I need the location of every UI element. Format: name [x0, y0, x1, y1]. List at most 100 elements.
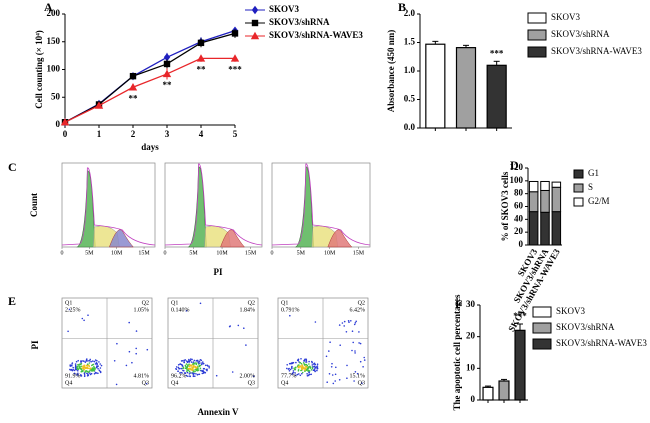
event-dot — [195, 373, 197, 375]
quadrant-events — [113, 342, 149, 386]
quadrant-value: 0.140% — [171, 307, 190, 313]
event-dot — [91, 364, 94, 366]
event-dot — [201, 362, 203, 364]
bar-segment — [540, 211, 550, 246]
event-dot — [86, 358, 88, 360]
quadrant-name: Q2 — [358, 300, 365, 306]
event-dot — [68, 308, 71, 311]
event-dot — [181, 365, 184, 367]
y-tick-label: 2.0 — [404, 8, 416, 18]
marker — [162, 69, 172, 78]
event-dot — [75, 360, 78, 363]
panel-letter: D — [510, 158, 519, 172]
event-dot — [332, 382, 335, 385]
panel-letter: B — [398, 0, 406, 14]
event-dot — [316, 365, 319, 367]
event-dot — [301, 371, 304, 374]
y-tick-label: 0 — [471, 394, 476, 404]
event-dot — [305, 358, 308, 361]
x-tick-label: 0 — [61, 250, 64, 256]
event-dot — [194, 369, 196, 371]
event-dot — [177, 366, 180, 369]
event-dot — [194, 362, 196, 364]
event-dot — [199, 302, 202, 305]
event-dot — [363, 359, 366, 361]
event-dot — [208, 365, 210, 368]
event-dot — [292, 361, 295, 364]
event-dot — [356, 372, 359, 375]
event-dot — [297, 370, 300, 372]
event-dot — [85, 370, 88, 372]
y-axis-label: The apoptotic cell percentages — [452, 294, 462, 411]
event-dot — [331, 362, 333, 365]
quadrant-events — [215, 344, 255, 378]
quadrant-events — [128, 321, 138, 332]
event-dot — [316, 366, 319, 369]
bar-segment — [551, 186, 562, 213]
event-dot — [229, 325, 231, 327]
event-dot — [192, 374, 195, 376]
legend-marker — [251, 5, 259, 15]
event-dot — [189, 375, 191, 378]
event-dot — [86, 372, 88, 375]
event-dot — [94, 359, 97, 361]
event-dot — [245, 344, 247, 346]
legend-label: G2/M — [588, 196, 610, 206]
event-dot — [96, 363, 98, 366]
event-dot — [182, 369, 184, 372]
event-dot — [243, 327, 245, 330]
event-dot — [339, 344, 342, 347]
event-dot — [175, 366, 178, 368]
event-dot — [338, 379, 341, 381]
event-dot — [78, 366, 81, 368]
event-dot — [199, 367, 202, 370]
event-dot — [351, 349, 353, 352]
marker — [163, 53, 171, 62]
bar — [514, 329, 526, 401]
event-dot — [84, 371, 86, 373]
event-dot — [179, 367, 181, 370]
event-dot — [192, 372, 194, 375]
event-dot — [195, 369, 198, 372]
event-dot — [329, 341, 331, 344]
g2-peak — [108, 229, 134, 248]
event-dot — [188, 373, 191, 375]
y-tick-label: 200 — [47, 8, 61, 18]
legend-label: SKOV3 — [551, 12, 581, 22]
event-dot — [190, 358, 192, 360]
event-dot — [192, 375, 195, 378]
event-dot — [334, 380, 337, 382]
x-axis-label: PI — [214, 267, 223, 277]
event-dot — [202, 362, 205, 365]
event-dot — [206, 364, 209, 367]
event-dot — [71, 363, 73, 365]
event-dot — [201, 372, 204, 375]
y-tick-label: 150 — [47, 36, 61, 46]
event-dot — [84, 361, 87, 364]
g2-peak — [220, 229, 246, 248]
event-dot — [308, 373, 311, 376]
x-tick-label: 2 — [131, 129, 136, 139]
y-tick-label: 0 — [519, 239, 524, 249]
y-tick-label: 10 — [466, 362, 476, 372]
event-dot — [182, 367, 185, 369]
event-dot — [302, 365, 304, 368]
event-dot — [307, 374, 310, 377]
annotation: *** — [513, 311, 527, 321]
event-dot — [188, 365, 191, 367]
event-dot — [194, 370, 196, 373]
event-dot — [87, 314, 89, 317]
y-tick-label: 120 — [510, 162, 524, 172]
event-dot — [193, 359, 196, 362]
quadrant-value: 1.84% — [240, 307, 256, 313]
event-dot — [343, 325, 346, 327]
event-dot — [200, 359, 203, 362]
event-dot — [185, 363, 188, 365]
event-dot — [202, 370, 204, 372]
quadrant-events — [289, 314, 317, 323]
event-dot — [305, 359, 308, 362]
series-line — [64, 32, 236, 123]
event-dot — [186, 361, 189, 364]
event-dot — [299, 361, 302, 364]
event-dot — [300, 358, 302, 360]
